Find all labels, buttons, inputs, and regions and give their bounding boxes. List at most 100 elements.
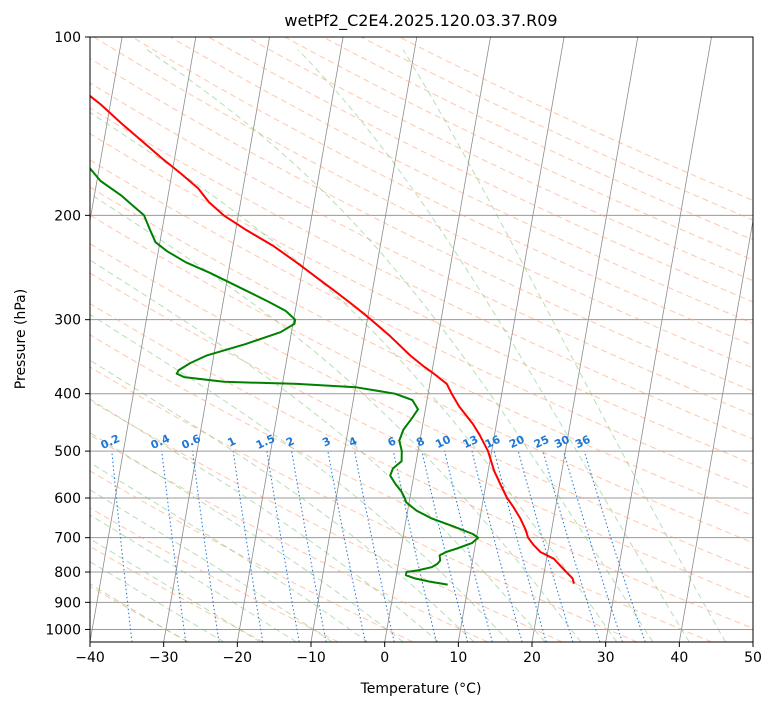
dry-adiabat-line [90, 82, 753, 416]
dry-adiabat-line [90, 434, 488, 642]
mixing-ratio-line [354, 451, 395, 642]
moist-adiabat-line [90, 359, 475, 642]
x-tick-label: 50 [744, 650, 762, 666]
moist-adiabats [90, 49, 727, 642]
mixing-ratio-label: 25 [532, 433, 551, 451]
sounding-profiles [90, 94, 575, 586]
moist-adiabat-line [90, 259, 546, 642]
x-axis-ticks: −40 −30 −20 −10 0 10 20 30 40 50 [75, 642, 762, 666]
mixing-ratio-line [493, 450, 547, 642]
x-tick-label: 20 [523, 650, 541, 666]
isotherm-line [457, 37, 565, 642]
sounding-line [90, 166, 480, 586]
mixing-ratio-line [161, 451, 187, 642]
mixing-ratio-line [421, 450, 468, 642]
x-tick-label: 40 [670, 650, 688, 666]
mixing-ratio-line [517, 450, 574, 642]
mixing-ratio-line [111, 451, 133, 642]
x-tick-label: −20 [223, 650, 253, 666]
y-tick-label: 800 [54, 565, 81, 581]
moist-adiabat-line [90, 561, 225, 642]
mixing-ratio-label: 30 [552, 433, 572, 451]
moist-adiabat-line [90, 111, 618, 642]
dry-adiabat-line [90, 133, 753, 465]
mixing-ratio-line [542, 450, 601, 642]
mixing-ratio-label: 0.2 [99, 432, 122, 452]
y-axis-ticks: 100 200 300 400 500 600 700 800 900 1000 [45, 30, 90, 638]
isotherm-line [752, 639, 753, 642]
moist-adiabat-line [402, 49, 727, 642]
dry-adiabat-line [90, 57, 753, 392]
dry-adiabat-line [90, 214, 753, 544]
mixing-ratio-line [266, 451, 300, 642]
moist-adiabat-line [90, 398, 439, 642]
mixing-ratio-line [563, 450, 623, 642]
moist-adiabat-line [90, 489, 333, 642]
moist-adiabat-line [90, 193, 582, 642]
mixing-ratio-lines [111, 450, 646, 642]
dry-adiabat-line [284, 37, 753, 261]
moist-adiabat-line [297, 49, 690, 642]
dry-adiabat-line [399, 37, 753, 202]
dry-adiabat-line [322, 37, 753, 241]
mixing-ratio-label: 6 [386, 434, 399, 449]
y-tick-label: 700 [54, 531, 81, 547]
y-tick-label: 600 [54, 491, 81, 507]
mixing-ratio-label: 16 [483, 433, 503, 451]
isotherm-line [678, 218, 753, 642]
x-tick-label: −30 [149, 650, 179, 666]
mixing-ratio-label: 0.4 [149, 432, 172, 452]
moist-adiabat-line [90, 313, 510, 642]
y-tick-label: 500 [54, 444, 81, 460]
y-axis-label: Pressure (hPa) [13, 289, 29, 389]
mixing-ratio-label: 0.6 [180, 432, 203, 452]
dry-adiabat-line [90, 272, 753, 600]
dry-adiabat-line [208, 37, 753, 303]
mixing-ratio-label: 3 [320, 434, 332, 449]
dry-adiabat-line [90, 507, 339, 642]
x-tick-label: −40 [75, 650, 105, 666]
isotherm-line [384, 37, 491, 642]
dry-adiabat-line [90, 107, 753, 440]
dry-adiabat-line [360, 37, 753, 221]
sounding-line [90, 94, 575, 584]
dry-adiabat-line [131, 37, 753, 347]
dry-adiabat-line [90, 545, 264, 642]
dry-adiabat-line [90, 334, 712, 642]
isotherm-line [531, 37, 639, 642]
isotherm-line [90, 37, 123, 223]
mixing-ratio-label: 13 [461, 433, 480, 451]
x-tick-label: 30 [597, 650, 615, 666]
mixing-ratio-line [471, 450, 523, 642]
x-axis-label: Temperature (°C) [360, 681, 482, 697]
mixing-ratio-line [392, 451, 437, 642]
mixing-ratio-line [291, 451, 327, 642]
mixing-ratio-line [327, 451, 366, 642]
plot-frame [89, 36, 754, 643]
mixing-ratio-line [583, 450, 646, 642]
y-tick-label: 400 [54, 387, 81, 403]
isotherm-grid [90, 37, 753, 642]
mixing-ratio-label: 10 [433, 433, 453, 451]
mixing-ratio-line [444, 450, 493, 642]
moist-adiabat-line [146, 49, 654, 642]
y-tick-label: 900 [54, 595, 81, 611]
x-tick-label: 10 [449, 650, 467, 666]
y-tick-label: 200 [54, 208, 81, 224]
reference-line-labels: 0.2 0.4 0.6 1 1.5 2 3 4 6 8 10 13 16 20 25 30 36 [99, 432, 593, 452]
dry-adiabat-line [90, 186, 753, 517]
dry-adiabat-line [93, 37, 753, 369]
dry-adiabats [90, 37, 753, 642]
isotherm-line [605, 37, 712, 642]
y-tick-label: 300 [54, 313, 81, 329]
dry-adiabat-line [90, 303, 753, 630]
x-tick-label: −10 [296, 650, 326, 666]
dry-adiabat-line [246, 37, 753, 282]
mixing-ratio-label: 8 [414, 434, 426, 449]
dry-adiabat-line [90, 159, 753, 491]
x-tick-label: 0 [380, 650, 389, 666]
mixing-ratio-label: 36 [573, 433, 593, 451]
dry-adiabat-line [90, 470, 414, 642]
dry-adiabat-line [90, 399, 563, 642]
